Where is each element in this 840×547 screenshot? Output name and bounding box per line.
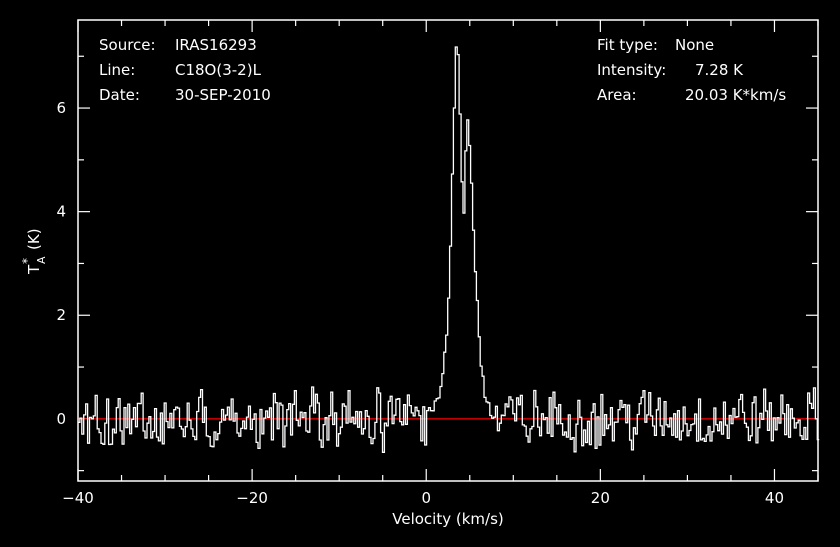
y-tick-label: 4 [56, 203, 66, 221]
x-tick-label: 20 [591, 489, 610, 507]
date-key: Date: [99, 86, 140, 104]
area-key: Area: [597, 86, 637, 104]
y-axis-label-main: T [25, 264, 43, 275]
intensity-key: Intensity: [597, 61, 666, 79]
y-axis-label-sub: A [35, 256, 48, 264]
intensity-value: 7.28 K [695, 61, 744, 79]
plot-frame [77, 19, 819, 482]
y-axis-label: T * A (K) [20, 228, 48, 275]
x-axis-label: Velocity (km/s) [392, 510, 503, 528]
date-value: 30-SEP-2010 [175, 86, 271, 104]
y-tick-label: 6 [56, 99, 66, 117]
fit-type-key: Fit type: [597, 36, 658, 54]
line-key: Line: [99, 61, 135, 79]
area-value: 20.03 K*km/s [685, 86, 786, 104]
y-axis-label-super: * [20, 258, 34, 264]
line-value: C18O(3-2)L [175, 61, 262, 79]
x-tick-label: 40 [765, 489, 784, 507]
source-value: IRAS16293 [175, 36, 257, 54]
axis-tick-labels: −40 −20 0 20 40 0 2 4 6 [56, 99, 784, 507]
spectrum-line [78, 46, 820, 453]
y-axis-label-unit: (K) [25, 228, 43, 250]
x-tick-label: −40 [62, 489, 94, 507]
y-tick-label: 2 [56, 306, 66, 324]
y-tick-label: 0 [56, 410, 66, 428]
x-tick-label: −20 [236, 489, 268, 507]
fit-type-value: None [675, 36, 714, 54]
x-tick-label: 0 [421, 489, 431, 507]
source-key: Source: [99, 36, 156, 54]
